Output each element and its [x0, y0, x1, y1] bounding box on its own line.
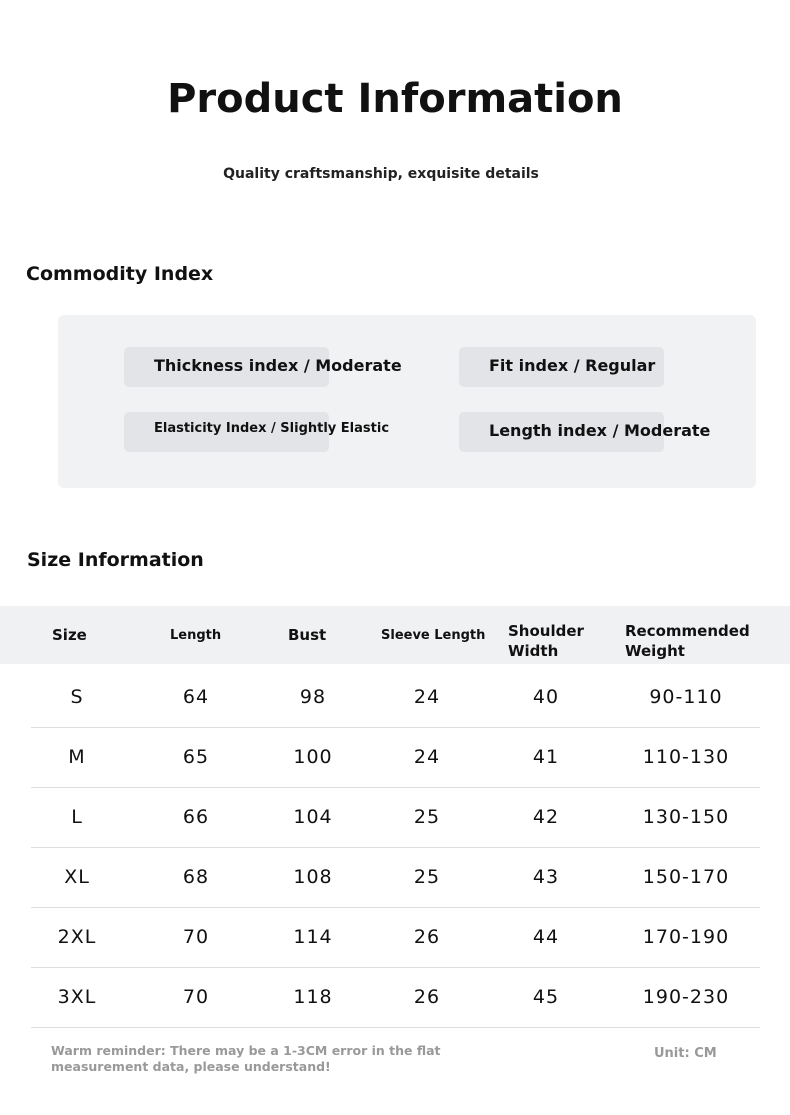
table-cell: 65: [182, 746, 210, 768]
row-divider: [31, 847, 760, 848]
table-cell: M: [68, 746, 86, 768]
row-divider: [31, 727, 760, 728]
column-header: Recommended Weight: [625, 622, 750, 660]
row-divider: [31, 907, 760, 908]
table-cell: 43: [532, 866, 560, 888]
index-pill: Length index / Moderate: [459, 412, 710, 452]
index-label: Thickness index / Moderate: [154, 356, 402, 375]
table-cell: 45: [532, 986, 560, 1008]
table-cell: 64: [182, 686, 210, 708]
table-cell: 44: [532, 926, 560, 948]
row-divider: [31, 787, 760, 788]
table-cell: S: [70, 686, 84, 708]
table-cell: 130-150: [642, 806, 730, 828]
table-cell: 100: [293, 746, 333, 768]
table-cell: 40: [532, 686, 560, 708]
table-cell: 70: [182, 986, 210, 1008]
table-cell: XL: [64, 866, 90, 888]
table-cell: 25: [413, 866, 441, 888]
subtitle: Quality craftsmanship, exquisite details: [223, 166, 539, 182]
table-cell: 26: [413, 926, 441, 948]
note: Warm reminder: There may be a 1-3CM erro…: [51, 1043, 441, 1074]
table-cell: 150-170: [642, 866, 730, 888]
table-cell: 110-130: [642, 746, 730, 768]
table-cell: 42: [532, 806, 560, 828]
row-divider: [31, 967, 760, 968]
table-cell: 2XL: [57, 926, 97, 948]
unit: Unit: CM: [654, 1046, 717, 1061]
table-cell: 26: [413, 986, 441, 1008]
table-cell: 41: [532, 746, 560, 768]
table-cell: 3XL: [57, 986, 97, 1008]
row-divider: [31, 1027, 760, 1028]
table-cell: 24: [413, 746, 441, 768]
table-cell: 24: [413, 686, 441, 708]
index-pill: Elasticity Index / Slightly Elastic: [124, 412, 389, 452]
table-cell: 66: [182, 806, 210, 828]
column-header: Sleeve Length: [381, 628, 486, 643]
table-cell: 90-110: [649, 686, 723, 708]
index-label: Fit index / Regular: [489, 356, 656, 375]
title: Product Information: [167, 76, 623, 122]
section-title: Commodity Index: [26, 263, 214, 285]
table-cell: L: [71, 806, 83, 828]
column-header: Size: [52, 626, 87, 644]
index-label: Elasticity Index / Slightly Elastic: [154, 421, 390, 436]
table-cell: 25: [413, 806, 441, 828]
table-cell: 70: [182, 926, 210, 948]
index-box: [58, 315, 756, 488]
column-header: Length: [170, 628, 222, 643]
table-cell: 118: [293, 986, 333, 1008]
table-cell: 98: [299, 686, 327, 708]
index-label: Length index / Moderate: [489, 421, 711, 440]
table-cell: 104: [293, 806, 333, 828]
index-pill: Thickness index / Moderate: [124, 347, 402, 387]
table-cell: 114: [293, 926, 333, 948]
column-header: Shoulder Width: [508, 622, 584, 660]
table-cell: 190-230: [642, 986, 730, 1008]
table-cell: 68: [182, 866, 210, 888]
index-pill: Fit index / Regular: [459, 347, 664, 387]
column-header: Bust: [288, 626, 327, 644]
section-title: Size Information: [27, 549, 204, 571]
table-cell: 108: [293, 866, 333, 888]
table-header: [0, 606, 790, 664]
table-cell: 170-190: [642, 926, 730, 948]
